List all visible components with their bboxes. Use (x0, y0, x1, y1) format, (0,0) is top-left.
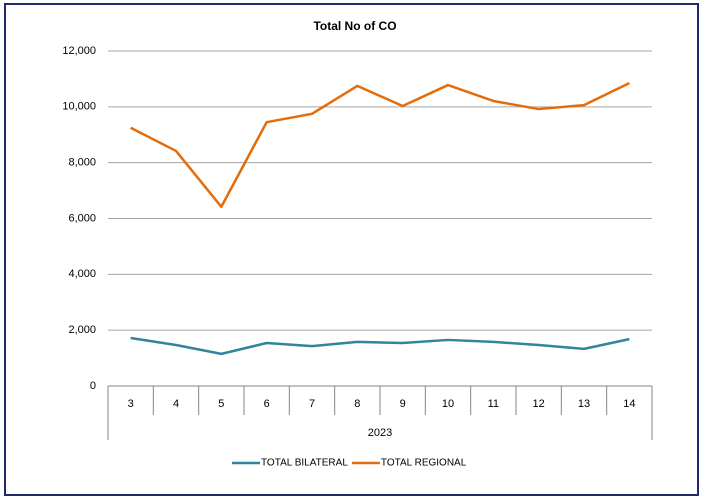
y-tick-label: 12,000 (62, 45, 96, 57)
x-tick-label: 8 (354, 398, 360, 410)
x-tick-label: 12 (533, 398, 545, 410)
series-line (130, 81, 630, 209)
x-group-label: 2023 (368, 427, 392, 439)
x-tick-label: 14 (623, 398, 635, 410)
series-line (130, 336, 630, 356)
y-tick-label: 4,000 (68, 268, 96, 280)
x-tick-label: 9 (400, 398, 406, 410)
y-tick-label: 0 (90, 380, 96, 392)
x-tick-label: 5 (218, 398, 224, 410)
x-tick-label: 3 (128, 398, 134, 410)
y-tick-label: 2,000 (68, 324, 96, 336)
y-tick-label: 8,000 (68, 157, 96, 169)
legend-label: TOTAL REGIONAL (381, 458, 467, 469)
y-tick-label: 6,000 (68, 212, 96, 224)
x-tick-label: 10 (442, 398, 454, 410)
x-tick-label: 11 (488, 398, 499, 410)
legend-label: TOTAL BILATERAL (261, 458, 348, 469)
x-tick-label: 13 (578, 398, 590, 410)
x-tick-label: 7 (309, 398, 315, 410)
x-tick-label: 6 (264, 398, 270, 410)
x-tick-label: 4 (173, 398, 179, 410)
y-tick-label: 10,000 (62, 101, 96, 113)
chart-title: Total No of CO (313, 19, 396, 33)
chart-frame (4, 3, 699, 496)
